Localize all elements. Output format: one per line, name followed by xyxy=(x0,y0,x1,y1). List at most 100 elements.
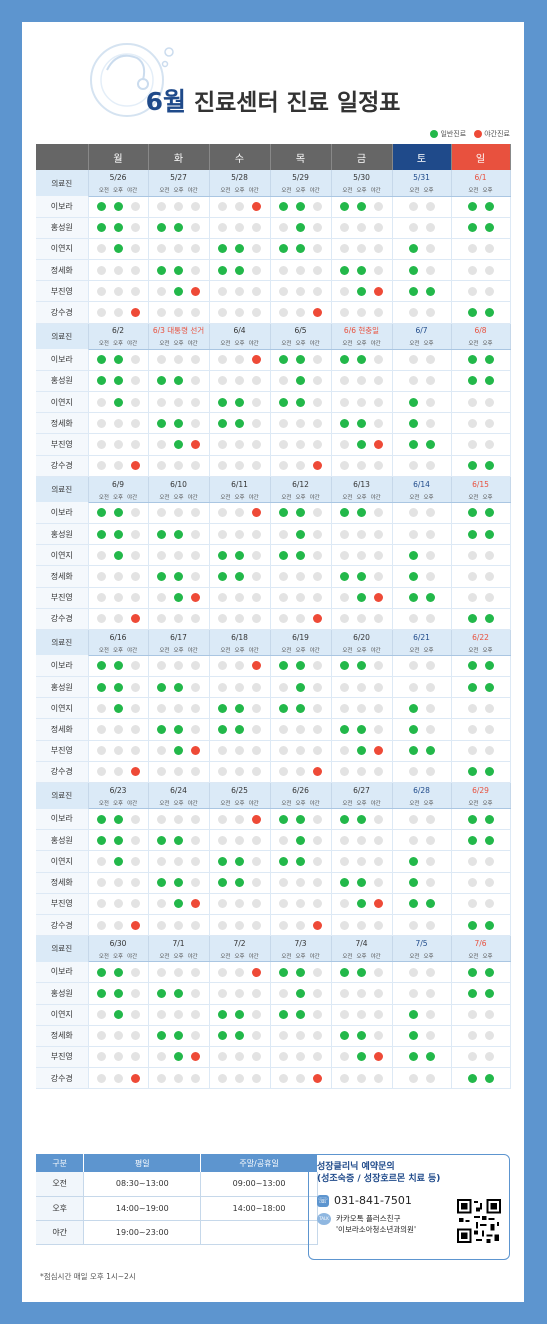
schedule-cell xyxy=(88,718,149,741)
session-dots xyxy=(393,223,451,233)
empty-dot xyxy=(235,202,244,212)
empty-dot xyxy=(218,835,227,845)
empty-dot xyxy=(157,614,166,624)
empty-dot xyxy=(235,286,244,296)
schedule-cell xyxy=(209,502,271,524)
normal-dot xyxy=(279,856,288,866)
normal-dot xyxy=(484,202,494,212)
normal-dot xyxy=(296,355,305,365)
session-dots xyxy=(271,899,331,909)
schedule-cell xyxy=(209,697,271,720)
empty-dot xyxy=(467,244,477,254)
sub-header-cell: 오전 오후 xyxy=(451,797,511,809)
empty-dot xyxy=(113,614,123,624)
sub-header-cell: 오전 오후 야간 xyxy=(88,185,149,197)
session-dots xyxy=(271,223,331,233)
empty-dot xyxy=(252,308,261,318)
session-dots xyxy=(393,571,451,581)
session-dots xyxy=(452,397,510,407)
schedule-cell xyxy=(451,655,511,678)
session-dots xyxy=(393,614,451,624)
sub-header-cell: 오전 오후 야간 xyxy=(209,338,271,350)
normal-dot xyxy=(113,856,123,866)
empty-dot xyxy=(357,614,366,624)
normal-dot xyxy=(174,593,183,603)
schedule-cell xyxy=(392,718,452,741)
session-dots xyxy=(271,202,331,212)
schedule-cell xyxy=(392,259,452,282)
schedule-cell xyxy=(392,523,452,546)
normal-dot xyxy=(235,265,244,275)
session-dots xyxy=(210,286,270,296)
sub-header-cell: 오전 오후 야간 xyxy=(209,950,271,963)
normal-dot xyxy=(484,614,494,624)
doctor-col-label: 의료진 xyxy=(36,476,89,503)
empty-dot xyxy=(130,355,140,365)
empty-dot xyxy=(340,1073,349,1083)
empty-dot xyxy=(96,571,106,581)
empty-dot xyxy=(408,355,418,365)
normal-dot xyxy=(157,223,166,233)
empty-dot xyxy=(191,529,200,539)
session-dots xyxy=(332,397,392,407)
schedule-cell xyxy=(392,1025,452,1047)
session-label: 오전 xyxy=(409,647,420,654)
normal-dot xyxy=(357,899,366,909)
empty-dot xyxy=(218,614,227,624)
kakao-talk[interactable]: TALK 카카오톡 플러스친구 '이보라소아청소년과의원' xyxy=(317,1213,501,1235)
empty-dot xyxy=(174,967,183,977)
session-dots xyxy=(393,529,451,539)
session-dots xyxy=(210,746,270,756)
session-label: 오후 xyxy=(482,953,493,960)
contact-phone[interactable]: ☏ 031-841-7501 xyxy=(317,1194,412,1207)
normal-dot xyxy=(174,835,183,845)
session-dots xyxy=(452,223,510,233)
session-dots xyxy=(271,529,331,539)
empty-dot xyxy=(130,202,140,212)
empty-dot xyxy=(113,725,123,735)
session-label: 오후 xyxy=(356,494,367,501)
schedule-cell xyxy=(148,872,210,894)
normal-dot xyxy=(113,988,123,998)
empty-dot xyxy=(157,1073,166,1083)
normal-dot xyxy=(467,529,477,539)
empty-dot xyxy=(279,899,288,909)
schedule-cell xyxy=(270,608,332,630)
empty-dot xyxy=(340,439,349,449)
qr-code-icon[interactable] xyxy=(457,1199,501,1243)
empty-dot xyxy=(484,856,494,866)
empty-dot xyxy=(218,1073,227,1083)
date-cell: 6/8 xyxy=(451,323,511,339)
schedule-cell xyxy=(331,502,393,524)
session-labels: 오전 오후 야간 xyxy=(210,339,270,347)
empty-dot xyxy=(174,244,183,254)
empty-dot xyxy=(252,593,261,603)
schedule-cell xyxy=(270,433,332,456)
session-dots xyxy=(452,988,510,998)
empty-dot xyxy=(235,308,244,318)
session-dots xyxy=(393,878,451,888)
session-dots xyxy=(452,746,510,756)
empty-dot xyxy=(313,661,322,671)
empty-dot xyxy=(157,1052,166,1062)
session-dots xyxy=(332,767,392,777)
schedule-cell xyxy=(270,676,332,699)
session-labels: 오전 오후 야간 xyxy=(149,186,209,194)
doctor-name: 부진영 xyxy=(36,1046,89,1069)
doctor-name: 홍성원 xyxy=(36,829,89,852)
schedule-cell xyxy=(270,280,332,303)
schedule-cell xyxy=(88,544,149,567)
normal-dot xyxy=(279,814,288,824)
empty-dot xyxy=(191,244,200,254)
normal-dot xyxy=(467,376,477,386)
session-dots xyxy=(149,308,209,318)
date-cell: 6/1 xyxy=(451,170,511,185)
empty-dot xyxy=(340,920,349,930)
session-dots xyxy=(210,265,270,275)
empty-dot xyxy=(408,614,418,624)
session-dots xyxy=(210,529,270,539)
sub-header-cell: 오전 오후 xyxy=(392,491,452,503)
session-dots xyxy=(271,1073,331,1083)
session-dots xyxy=(149,461,209,471)
empty-dot xyxy=(252,1073,261,1083)
